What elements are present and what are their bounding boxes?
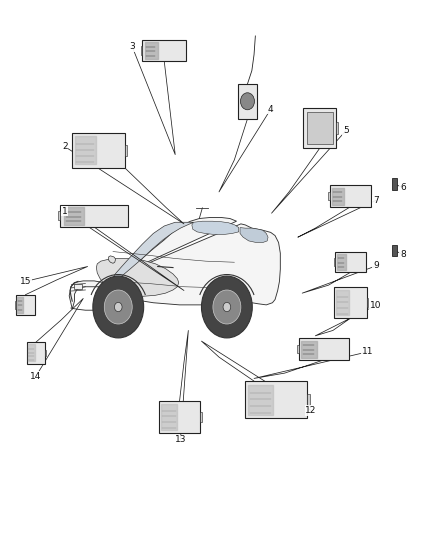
Circle shape xyxy=(201,276,252,338)
Circle shape xyxy=(223,302,231,312)
Bar xyxy=(72,133,125,167)
Bar xyxy=(141,46,142,55)
Text: 13: 13 xyxy=(175,435,186,444)
Bar xyxy=(334,287,367,318)
Bar xyxy=(16,295,35,315)
Bar xyxy=(336,122,338,134)
Text: 14: 14 xyxy=(30,372,42,381)
Text: 8: 8 xyxy=(400,250,406,259)
Circle shape xyxy=(114,302,122,312)
Bar xyxy=(299,338,350,360)
Circle shape xyxy=(104,290,132,324)
Text: 2: 2 xyxy=(62,142,67,151)
Bar xyxy=(392,245,397,256)
Bar xyxy=(238,84,257,118)
Bar xyxy=(367,298,368,308)
Text: 5: 5 xyxy=(343,126,349,135)
Polygon shape xyxy=(113,222,194,281)
Bar xyxy=(142,40,186,61)
Bar xyxy=(335,252,366,272)
Bar xyxy=(334,258,335,266)
Bar xyxy=(245,381,307,418)
Text: 11: 11 xyxy=(362,348,374,356)
Bar xyxy=(15,301,16,309)
Circle shape xyxy=(213,290,241,324)
Polygon shape xyxy=(109,256,116,263)
Text: 7: 7 xyxy=(373,196,379,205)
Text: 3: 3 xyxy=(129,43,135,51)
Bar xyxy=(74,284,82,289)
Bar xyxy=(297,345,299,353)
Bar xyxy=(27,342,45,364)
Text: 4: 4 xyxy=(268,105,273,114)
Bar xyxy=(125,145,127,156)
Polygon shape xyxy=(96,259,179,296)
Text: 15: 15 xyxy=(20,277,31,286)
Bar xyxy=(201,412,202,422)
Bar xyxy=(303,108,336,148)
Text: 10: 10 xyxy=(370,301,381,310)
Circle shape xyxy=(240,93,254,110)
Bar xyxy=(328,192,330,200)
Text: 6: 6 xyxy=(400,183,406,192)
Polygon shape xyxy=(69,217,280,309)
Bar xyxy=(45,350,46,356)
Text: 12: 12 xyxy=(305,406,317,415)
Bar xyxy=(159,401,201,433)
Polygon shape xyxy=(192,221,239,235)
Circle shape xyxy=(93,276,144,338)
Text: 9: 9 xyxy=(373,262,379,270)
Bar xyxy=(57,212,60,220)
Bar xyxy=(330,185,371,207)
Text: 1: 1 xyxy=(62,207,68,215)
Polygon shape xyxy=(240,228,268,243)
Bar xyxy=(60,205,128,227)
Bar xyxy=(392,178,397,190)
Bar xyxy=(307,394,310,405)
Bar xyxy=(307,112,333,144)
